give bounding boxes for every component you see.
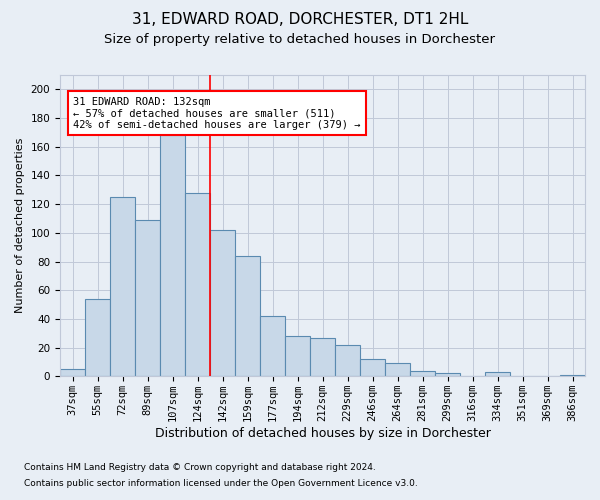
Bar: [60, 369, 85, 376]
Text: 31 EDWARD ROAD: 132sqm
← 57% of detached houses are smaller (511)
42% of semi-de: 31 EDWARD ROAD: 132sqm ← 57% of detached…: [73, 96, 361, 130]
Bar: [210, 230, 235, 376]
Bar: [410, 370, 435, 376]
Bar: [285, 336, 310, 376]
Bar: [360, 359, 385, 376]
Bar: [85, 299, 110, 376]
Bar: [485, 372, 510, 376]
X-axis label: Distribution of detached houses by size in Dorchester: Distribution of detached houses by size …: [155, 427, 490, 440]
Bar: [560, 375, 585, 376]
Bar: [160, 136, 185, 376]
Text: Contains HM Land Registry data © Crown copyright and database right 2024.: Contains HM Land Registry data © Crown c…: [24, 464, 376, 472]
Text: Size of property relative to detached houses in Dorchester: Size of property relative to detached ho…: [104, 32, 496, 46]
Bar: [235, 256, 260, 376]
Bar: [335, 344, 360, 376]
Bar: [260, 316, 285, 376]
Bar: [385, 364, 410, 376]
Text: Contains public sector information licensed under the Open Government Licence v3: Contains public sector information licen…: [24, 478, 418, 488]
Text: 31, EDWARD ROAD, DORCHESTER, DT1 2HL: 31, EDWARD ROAD, DORCHESTER, DT1 2HL: [132, 12, 468, 28]
Bar: [185, 192, 210, 376]
Bar: [310, 338, 335, 376]
Bar: [110, 197, 135, 376]
Bar: [135, 220, 160, 376]
Y-axis label: Number of detached properties: Number of detached properties: [15, 138, 25, 314]
Bar: [435, 374, 460, 376]
